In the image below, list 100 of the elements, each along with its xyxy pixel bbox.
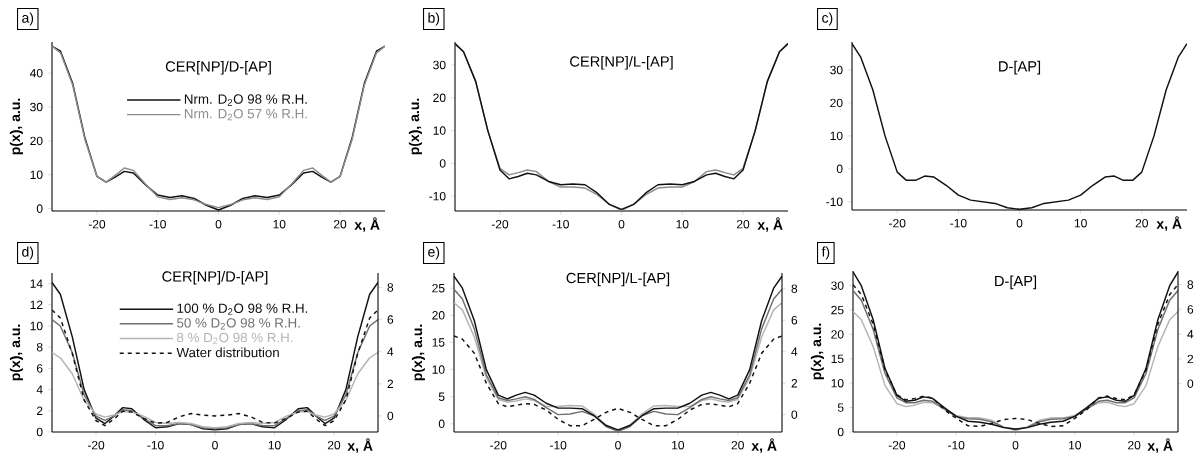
x-axis-title: x, Å xyxy=(751,438,777,453)
y-tick-label: -10 xyxy=(826,197,843,207)
x-tick-label: 10 xyxy=(1074,218,1087,228)
legend-label: Nrm. D$_{2}$O 57 % R.H. xyxy=(184,108,307,121)
x-tick-label: -10 xyxy=(950,218,967,228)
y-tick-label: 14 xyxy=(30,279,43,288)
y-tick-label: 25 xyxy=(432,283,445,293)
x-tick-label: -10 xyxy=(147,440,164,450)
y-tick-label: 10 xyxy=(432,365,445,374)
y-tick-label: 15 xyxy=(831,354,844,364)
x-tick-label: -20 xyxy=(888,440,906,450)
y-tick-label: 0 xyxy=(836,164,843,174)
x-axis-title: x, Å xyxy=(347,438,373,453)
text: d) xyxy=(22,246,34,260)
x-tick-label: 0 xyxy=(212,440,218,450)
y-tick-label: -10 xyxy=(429,191,446,201)
legend-label: 100 % D$_{2}$O 98 % R.H. xyxy=(177,303,308,315)
y-tick-label: 0 xyxy=(837,427,844,437)
y2-tick-label: 4 xyxy=(791,347,798,356)
x-axis-title: x, Å xyxy=(1147,438,1173,453)
x-axis-title: x, Å xyxy=(1156,216,1182,231)
y2-tick-label: 2 xyxy=(387,379,394,389)
y-tick-label: 5 xyxy=(837,403,844,412)
y-tick-label: 10 xyxy=(830,131,843,141)
y-tick-label: 15 xyxy=(432,338,445,347)
x-tick-label: -20 xyxy=(88,219,106,229)
x-tick-label: -20 xyxy=(889,218,906,228)
x-tick-label: -10 xyxy=(948,440,965,450)
y2-tick-label: 2 xyxy=(1187,354,1194,364)
x-tick-label: 20 xyxy=(731,440,744,450)
text: D-[AP] xyxy=(999,60,1041,75)
y-tick-label: 20 xyxy=(830,98,843,108)
y-tick-label: 12 xyxy=(30,300,43,309)
x-tick-label: 0 xyxy=(1016,218,1023,228)
y2-tick-label: 6 xyxy=(1187,305,1194,314)
x-tick-label: 20 xyxy=(1135,218,1148,228)
x-tick-label: 10 xyxy=(672,440,685,450)
y2-tick-label: 0 xyxy=(1187,379,1194,388)
x-tick-label: 10 xyxy=(676,219,689,229)
chart-title: D-[AP] xyxy=(995,275,1037,290)
y2-tick-label: 6 xyxy=(387,315,394,324)
chart-title: CER[NP]/D-[AP] xyxy=(162,270,268,285)
legend-label: 8 % D$_{2}$O 98 % R.H. xyxy=(177,332,293,345)
y-tick-label: 10 xyxy=(831,378,844,388)
legend-label: Nrm. D$_{2}$O 98 % R.H. xyxy=(184,94,307,106)
y-tick-label: 30 xyxy=(30,102,43,112)
y-axis-title: p(x), a.u. xyxy=(411,324,425,381)
x-axis-title: x, Å xyxy=(757,217,783,232)
x-tick-label: -20 xyxy=(490,440,507,450)
x-tick-label: 0 xyxy=(615,440,621,450)
y-tick-label: 20 xyxy=(432,311,445,320)
y-tick-label: 25 xyxy=(831,305,844,315)
y2-tick-label: 8 xyxy=(387,283,394,292)
y-tick-label: 0 xyxy=(36,427,43,437)
y-axis-title: p(x), a.u. xyxy=(408,98,422,155)
x-tick-label: -10 xyxy=(149,219,166,229)
y-tick-label: 0 xyxy=(36,204,43,213)
x-tick-label: -10 xyxy=(552,219,569,229)
y-tick-label: 20 xyxy=(831,330,844,339)
x-tick-label: -20 xyxy=(87,440,105,450)
y-tick-label: 8 xyxy=(36,342,43,352)
x-tick-label: 10 xyxy=(1069,440,1082,450)
text: CER[NP]/D-[AP] xyxy=(165,60,271,75)
y-tick-label: 4 xyxy=(36,385,43,394)
y-tick-label: 30 xyxy=(830,65,843,75)
legend-label: Water distribution xyxy=(176,347,279,358)
y2-tick-label: 0 xyxy=(387,411,394,421)
chart-title: CER[NP]/L-[AP] xyxy=(566,272,670,287)
x-tick-label: -10 xyxy=(550,440,567,450)
text: a) xyxy=(22,12,34,26)
y-tick-label: 6 xyxy=(36,364,43,373)
text: e) xyxy=(428,246,440,260)
y-tick-label: 20 xyxy=(30,136,43,146)
y-tick-label: 0 xyxy=(438,419,445,429)
legend-label: 50 % D$_{2}$O 98 % R.H. xyxy=(177,318,300,330)
y2-tick-label: 8 xyxy=(791,284,798,293)
y-tick-label: 30 xyxy=(831,281,844,290)
y-tick-label: 20 xyxy=(433,93,446,103)
x-tick-label: -20 xyxy=(491,219,509,229)
y-tick-label: 0 xyxy=(439,159,446,168)
x-axis-title: x, Å xyxy=(354,217,380,232)
text: c) xyxy=(822,12,833,26)
x-tick-label: 10 xyxy=(273,219,286,229)
x-tick-label: 20 xyxy=(736,219,750,229)
y2-tick-label: 0 xyxy=(791,410,798,419)
y2-tick-label: 8 xyxy=(1187,280,1194,289)
y2-tick-label: 6 xyxy=(791,315,798,325)
y-tick-label: 2 xyxy=(36,406,43,415)
y2-tick-label: 4 xyxy=(1187,330,1194,339)
y-axis-title: p(x), a.u. xyxy=(9,324,23,381)
x-tick-label: 0 xyxy=(215,219,222,229)
x-tick-label: 0 xyxy=(618,219,625,229)
x-tick-label: 20 xyxy=(1128,440,1141,450)
y-tick-label: 40 xyxy=(29,68,43,78)
y-axis-title: p(x), a.u. xyxy=(9,98,23,155)
text: b) xyxy=(428,12,440,26)
y-tick-label: 10 xyxy=(433,126,446,135)
x-tick-label: 20 xyxy=(333,219,347,229)
x-tick-label: 20 xyxy=(327,440,341,450)
x-tick-label: 10 xyxy=(268,440,281,450)
